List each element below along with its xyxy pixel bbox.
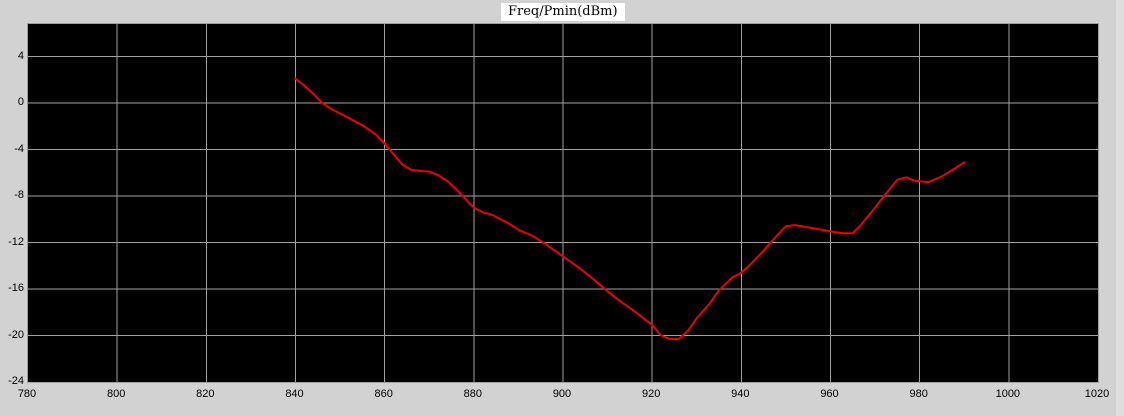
y-tick-label: 4 bbox=[17, 49, 24, 62]
y-tick-label: -12 bbox=[8, 235, 24, 248]
x-tick-label: 980 bbox=[909, 388, 928, 400]
x-tick-label: 1000 bbox=[995, 388, 1021, 400]
y-tick-label: -16 bbox=[8, 282, 24, 294]
y-tick-label: -20 bbox=[8, 328, 24, 341]
y-tick-label: -8 bbox=[14, 189, 24, 202]
x-tick-label: 840 bbox=[285, 388, 304, 400]
y-tick-label: -4 bbox=[14, 142, 24, 155]
line-chart bbox=[28, 24, 1098, 382]
x-tick-label: 960 bbox=[820, 388, 839, 400]
y-tick-label: 0 bbox=[17, 96, 24, 109]
window-edge-highlight bbox=[1116, 0, 1124, 416]
x-tick-label: 900 bbox=[552, 388, 572, 400]
x-tick-label: 880 bbox=[463, 388, 482, 400]
x-tick-label: 860 bbox=[374, 388, 393, 400]
x-tick-label: 800 bbox=[106, 388, 126, 400]
series-line bbox=[294, 77, 966, 340]
y-tick-label: -24 bbox=[8, 375, 24, 387]
plot-area bbox=[27, 23, 1099, 383]
x-tick-label: 920 bbox=[641, 388, 661, 400]
x-tick-label: 1020 bbox=[1084, 388, 1110, 400]
x-tick-label: 940 bbox=[731, 388, 750, 400]
x-tick-label: 820 bbox=[196, 388, 215, 400]
x-tick-label: 780 bbox=[17, 388, 37, 400]
plot-title: Freq/Pmin(dBm) bbox=[501, 3, 625, 21]
